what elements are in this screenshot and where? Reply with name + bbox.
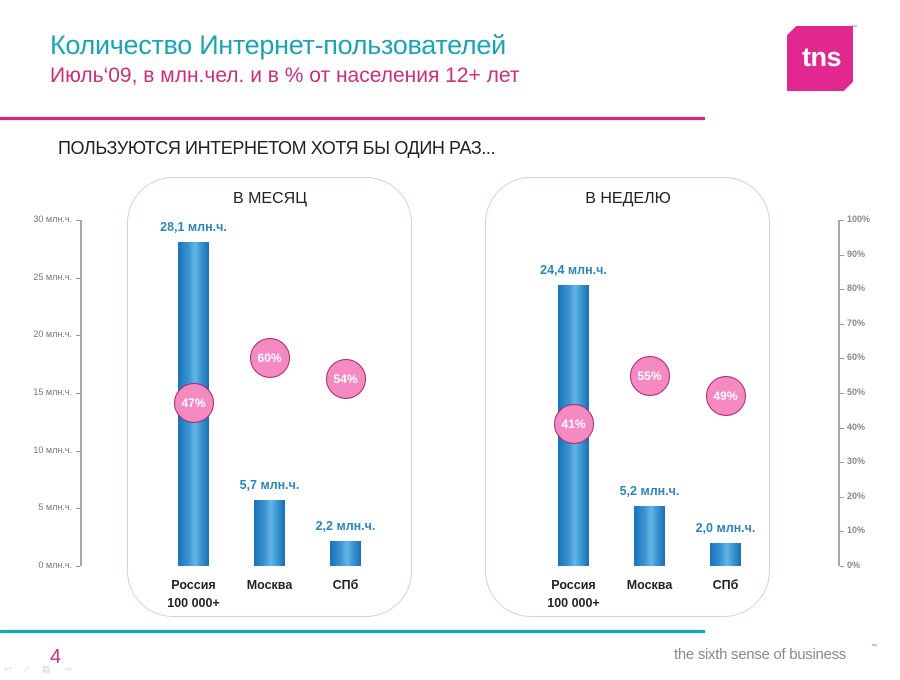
percent-marker: 60% <box>249 338 290 379</box>
bar-value-label: 24,4 млн.ч. <box>540 262 607 277</box>
category-label-line: СПб <box>332 578 359 592</box>
right-axis-tick-label: 50% <box>847 387 866 397</box>
right-axis-tick-label: 90% <box>847 248 866 259</box>
slide-nav-icons[interactable]: ↩ ⁄ ▤ ⇨ <box>4 664 79 674</box>
bottom-divider <box>0 630 705 633</box>
bar-0-1 <box>254 500 285 566</box>
logo-text: tns <box>802 42 842 72</box>
left-axis-tick-label: 10 млн.ч. <box>33 444 72 455</box>
right-axis-tick <box>840 393 844 394</box>
percent-marker: 55% <box>629 355 670 396</box>
right-axis-tick <box>840 254 844 256</box>
bar-value-label: 28,1 млн.ч. <box>160 219 227 234</box>
logo-trademark: ™ <box>851 25 857 31</box>
category-label: СПб <box>301 576 391 594</box>
section-heading: ПОЛЬЗУЮТСЯ ИНТЕРНЕТОМ ХОТЯ БЫ ОДИН РАЗ..… <box>58 138 496 158</box>
bar-1-1 <box>634 506 665 566</box>
left-axis-tick <box>76 508 80 510</box>
tagline: the sixth sense of business <box>674 646 847 663</box>
category-label: СПб <box>681 576 771 594</box>
panel-week-title: В НЕДЕЛЮ <box>585 190 671 207</box>
right-axis-tick-label: 30% <box>847 456 866 467</box>
right-axis-tick <box>840 220 844 221</box>
category-label-line: 100 000+ <box>547 596 600 610</box>
right-axis-tick <box>840 462 844 464</box>
right-axis-tick-label: 70% <box>847 317 866 328</box>
category-label: Москва <box>605 576 695 594</box>
right-axis-tick-label: 80% <box>847 283 866 294</box>
category-label: Москва <box>225 576 315 594</box>
slide-title: Количество Интернет-пользователей <box>50 30 506 60</box>
right-axis-tick-label: 100% <box>847 214 871 224</box>
left-axis-tick <box>76 335 80 337</box>
category-label-line: Москва <box>626 578 673 592</box>
right-axis-tick <box>840 323 844 325</box>
right-axis-tick-label: 0% <box>847 560 861 570</box>
bar-0-2 <box>330 540 361 566</box>
left-axis-tick <box>76 566 80 567</box>
bar-value-label: 2,0 млн.ч. <box>695 520 756 535</box>
category-label-line: Россия <box>551 578 596 592</box>
left-axis-tick <box>76 450 80 452</box>
category-label: Россия 100 000+ <box>149 576 239 612</box>
bar-value-label: 5,7 млн.ч. <box>239 478 300 493</box>
tns-logo: tns <box>787 26 853 91</box>
category-label-line: Россия <box>171 578 216 592</box>
top-divider <box>0 117 705 120</box>
category-label-line: Москва <box>246 578 293 592</box>
category-label-line: 100 000+ <box>167 596 220 610</box>
right-axis-tick-label: 20% <box>847 490 866 501</box>
panel-month-title: В МЕСЯЦ <box>232 190 308 207</box>
bar-value-label: 2,2 млн.ч. <box>315 518 376 533</box>
percent-marker: 49% <box>705 376 746 417</box>
left-axis-tick-label: 0 млн.ч. <box>38 560 72 570</box>
right-axis-tick <box>840 358 844 360</box>
right-axis-tick <box>840 566 844 567</box>
percent-marker: 41% <box>553 404 594 445</box>
left-axis-tick-label: 5 млн.ч. <box>38 502 72 513</box>
left-axis-tick-label: 20 млн.ч. <box>33 329 72 340</box>
right-axis-tick-label: 40% <box>847 421 866 432</box>
slide-subtitle: Июль‘09, в млн.чел. и в % от населения 1… <box>50 64 520 87</box>
right-axis-tick <box>840 427 844 429</box>
left-axis-tick-label: 30 млн.ч. <box>33 214 72 224</box>
percent-marker: 47% <box>173 383 214 424</box>
left-axis-tick-label: 25 млн.ч. <box>33 271 72 282</box>
left-axis-tick <box>76 277 80 279</box>
bar-1-2 <box>710 542 741 566</box>
right-axis-tick-label: 60% <box>847 352 866 363</box>
left-axis-tick <box>76 220 80 221</box>
left-axis-tick <box>76 393 80 394</box>
category-label-line: СПб <box>712 578 739 592</box>
bar-value-label: 5,2 млн.ч. <box>619 484 680 499</box>
right-axis-tick-label: 10% <box>847 525 866 536</box>
tagline-trademark: ™ <box>871 644 877 650</box>
right-axis-tick <box>840 496 844 498</box>
page-number: 4 <box>50 646 62 668</box>
percent-marker: 54% <box>325 359 366 400</box>
right-axis-tick <box>840 289 844 291</box>
right-axis-tick <box>840 531 844 533</box>
category-label: Россия 100 000+ <box>529 576 619 612</box>
right-y-axis <box>838 220 840 566</box>
left-axis-tick-label: 15 млн.ч. <box>33 387 72 397</box>
left-y-axis <box>80 220 82 566</box>
